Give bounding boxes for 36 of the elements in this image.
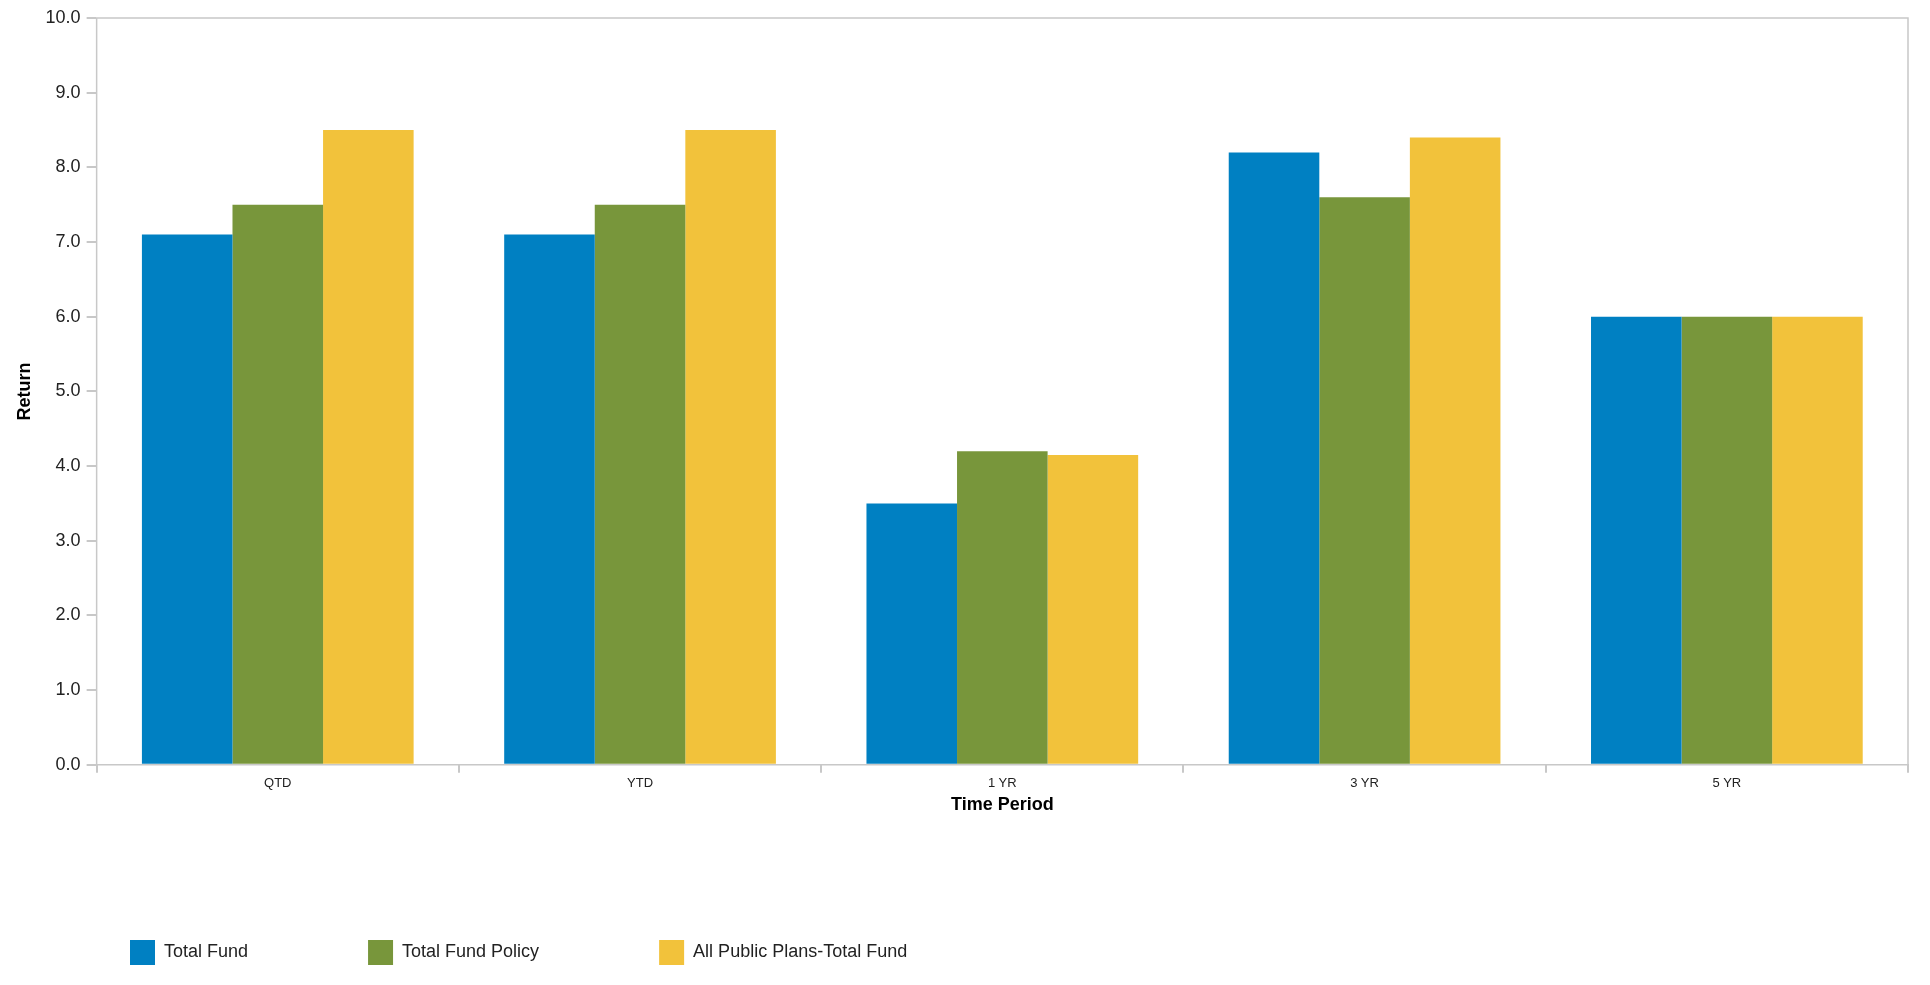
y-tick-label: 9.0 bbox=[55, 81, 81, 102]
bar bbox=[1228, 152, 1320, 764]
y-tick-label: 7.0 bbox=[55, 231, 81, 252]
bar bbox=[504, 234, 595, 764]
x-axis-title: Time Period bbox=[950, 794, 1054, 815]
bar bbox=[685, 130, 776, 764]
y-tick-label: 0.0 bbox=[55, 753, 81, 774]
bar bbox=[1409, 137, 1501, 764]
y-tick-label: 1.0 bbox=[55, 679, 81, 700]
x-tick-label: QTD bbox=[264, 775, 292, 791]
y-axis-title: Return bbox=[13, 362, 34, 421]
bar bbox=[594, 204, 686, 764]
y-tick-label: 8.0 bbox=[55, 156, 81, 177]
bar bbox=[323, 130, 414, 764]
bar bbox=[1047, 454, 1139, 764]
bar bbox=[1319, 197, 1410, 764]
y-tick-label: 10.0 bbox=[45, 6, 81, 27]
bar bbox=[866, 503, 958, 764]
legend-label: All Public Plans-Total Fund bbox=[693, 941, 908, 962]
x-tick-label: 3 YR bbox=[1350, 775, 1379, 791]
y-tick-label: 2.0 bbox=[55, 604, 81, 625]
y-tick-label: 5.0 bbox=[55, 380, 81, 401]
bar bbox=[957, 451, 1048, 764]
y-tick-label: 6.0 bbox=[55, 305, 81, 326]
y-tick-label: 4.0 bbox=[55, 455, 81, 476]
legend-label: Total Fund Policy bbox=[402, 941, 540, 962]
bar bbox=[141, 234, 233, 764]
x-tick-label: 5 YR bbox=[1712, 775, 1742, 791]
y-tick-label: 3.0 bbox=[55, 529, 81, 550]
x-tick-label: YTD bbox=[627, 775, 654, 791]
bar bbox=[1591, 316, 1682, 764]
bar bbox=[1681, 316, 1773, 764]
legend-label: Total Fund bbox=[164, 941, 249, 962]
x-tick-label: 1 YR bbox=[987, 775, 1017, 791]
bar bbox=[232, 204, 324, 764]
bar bbox=[1772, 316, 1863, 764]
